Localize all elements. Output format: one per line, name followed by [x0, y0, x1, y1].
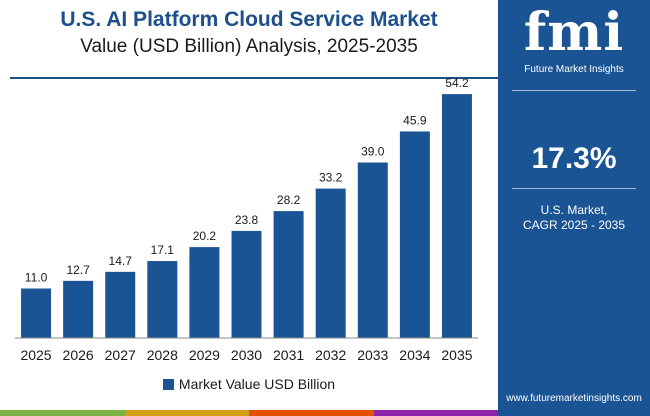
bar-2029 [189, 247, 220, 338]
cagr-value: 17.3% [531, 142, 617, 175]
data-label-2027: 14.7 [109, 254, 133, 268]
data-label-2025: 11.0 [25, 271, 48, 285]
data-label-2026: 12.7 [66, 263, 90, 277]
data-label-2028: 17.1 [151, 243, 175, 257]
bar-2033 [357, 162, 388, 338]
legend-label: Market Value USD Billion [178, 376, 336, 392]
side-panel: fmi Future Market Insights 17.3% U.S. Ma… [498, 0, 650, 416]
bar-chart: 11.0 2025 12.7 2026 14.7 2027 17.1 2028 20.2 2029… [15, 76, 478, 363]
cagr-label: U.S. Market, CAGR 2025 - 2035 [498, 203, 650, 233]
data-label-2032: 33.2 [319, 171, 343, 185]
legend-swatch [162, 379, 174, 390]
bar-2025 [21, 288, 52, 338]
bar-2031 [273, 211, 304, 338]
data-label-2031: 28.2 [277, 193, 301, 207]
bottom-bar-segment-yellow [124, 410, 249, 416]
x-tick-label-2032: 2032 [315, 347, 346, 363]
cagr-label-line2: CAGR 2025 - 2035 [522, 218, 626, 232]
x-tick-label-2031: 2031 [273, 347, 304, 363]
x-tick-label-2029: 2029 [189, 347, 220, 363]
bar-2027 [105, 271, 136, 338]
bar-2028 [147, 261, 178, 338]
data-label-2030: 23.8 [235, 213, 259, 227]
bottom-bar-segment-green [0, 410, 125, 416]
bottom-bar-segment-purple [373, 410, 498, 416]
x-tick-label-2026: 2026 [63, 347, 94, 363]
chart-legend: Market Value USD Billion [0, 376, 498, 392]
x-tick-label-2030: 2030 [231, 347, 262, 363]
cagr-label-line1: U.S. Market, [540, 203, 608, 217]
data-label-2035: 54.2 [445, 76, 469, 90]
chart-subtitle: Value (USD Billion) Analysis, 2025-2035 [80, 36, 418, 57]
bar-2026 [63, 280, 94, 338]
x-tick-label-2025: 2025 [20, 347, 51, 363]
panel-divider-middle [512, 188, 636, 189]
bar-2030 [231, 230, 262, 338]
fmi-logo: fmi Future Market Insights [510, 2, 638, 80]
chart-title: U.S. AI Platform Cloud Service Market [60, 8, 438, 31]
data-label-2034: 45.9 [403, 113, 427, 127]
x-tick-label-2033: 2033 [357, 347, 388, 363]
x-tick-label-2027: 2027 [105, 347, 136, 363]
x-tick-label-2035: 2035 [441, 347, 472, 363]
bottom-bar-segment-orange [249, 410, 374, 416]
website-link[interactable]: www.futuremarketinsights.com [506, 393, 642, 404]
bar-2034 [399, 131, 430, 338]
logo-company-name: Future Market Insights [524, 64, 624, 75]
title-divider [10, 77, 498, 79]
bar-2035 [441, 94, 472, 338]
x-tick-label-2034: 2034 [399, 347, 430, 363]
bar-2032 [315, 188, 346, 338]
data-label-2033: 39.0 [361, 145, 385, 159]
x-tick-label-2028: 2028 [147, 347, 178, 363]
panel-divider-top [512, 90, 636, 91]
bottom-color-bar [0, 410, 498, 416]
data-label-2029: 20.2 [193, 229, 217, 243]
logo-letters: fmi [523, 2, 625, 63]
